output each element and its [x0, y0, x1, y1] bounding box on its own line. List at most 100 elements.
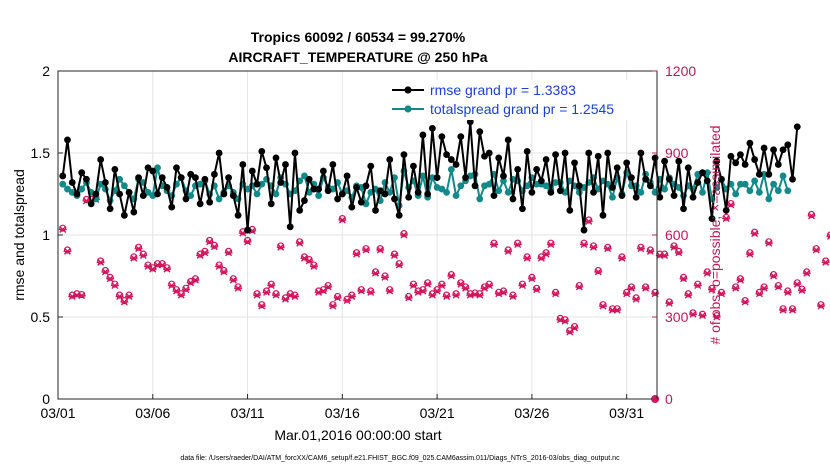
obs-assimilated-marker [390, 252, 399, 259]
totalspread-point [485, 180, 493, 188]
obs-possible-marker [139, 250, 147, 258]
obs-possible-marker [409, 280, 418, 288]
obs-assimilated-marker [622, 290, 631, 298]
obs-possible-marker [665, 298, 673, 306]
obs-possible-marker [400, 230, 408, 238]
obs-assimilated-marker [783, 288, 792, 296]
rmse-point [106, 205, 114, 213]
obs-possible-marker [130, 253, 138, 261]
obs-assimilated-marker [527, 275, 536, 283]
obs-assimilated-marker [309, 262, 318, 270]
obs-possible-marker [788, 305, 797, 313]
y-tick-label: 1.5 [31, 145, 51, 161]
obs-assimilated-marker [96, 258, 105, 266]
obs-assimilated-marker [224, 249, 233, 257]
obs-assimilated-marker [646, 247, 655, 255]
obs-possible-marker [262, 287, 271, 295]
y-right-tick-label: 300 [665, 309, 689, 325]
rmse-point [718, 175, 725, 183]
rmse-point [64, 136, 71, 144]
obs-possible-marker [333, 292, 342, 301]
obs-possible-marker [812, 245, 820, 253]
rmse-point [438, 133, 446, 141]
obs-assimilated-marker [731, 284, 740, 292]
rmse-point [789, 175, 796, 183]
obs-possible-marker [234, 283, 242, 291]
obs-assimilated-marker [627, 284, 636, 292]
legend-spread-label: totalspread grand pr = 1.2545 [430, 101, 614, 117]
obs-possible-marker [727, 199, 735, 208]
obs-assimilated-marker [409, 282, 418, 290]
y-tick-label: 1 [42, 227, 50, 243]
obs-assimilated-marker [575, 283, 584, 291]
rmse-point [173, 164, 180, 172]
obs-possible-marker [111, 280, 119, 288]
obs-assimilated-marker [167, 282, 176, 290]
totalspread-point [609, 193, 616, 201]
obs-possible-marker [594, 266, 602, 275]
obs-possible-marker [542, 249, 550, 257]
obs-possible-marker [424, 279, 432, 287]
rmse-point [566, 207, 574, 214]
obs-possible-marker [267, 280, 275, 288]
obs-assimilated-marker [357, 287, 366, 295]
rmse-point [632, 193, 640, 201]
totalspread-point [495, 187, 503, 195]
obs-possible-marker [405, 292, 413, 301]
rmse-point [87, 200, 95, 208]
obs-possible-marker [651, 288, 659, 296]
obs-assimilated-marker [499, 288, 508, 296]
obs-assimilated-marker [352, 250, 361, 258]
obs-possible-marker [599, 301, 607, 309]
obs-possible-marker [803, 268, 811, 276]
rmse-point [495, 154, 503, 162]
rmse-point [329, 161, 337, 168]
obs-possible-marker [324, 281, 332, 290]
obs-assimilated-marker [745, 250, 754, 258]
totalspread-point [428, 174, 436, 182]
rmse-point [708, 215, 716, 223]
rmse-point [514, 166, 522, 173]
rmse-point [628, 174, 635, 182]
totalspread-point [272, 190, 280, 198]
obs-assimilated-marker [523, 254, 532, 262]
totalspread-point [301, 172, 308, 180]
obs-possible-marker [646, 246, 654, 254]
totalspread-point [187, 192, 195, 200]
rmse-point [225, 174, 233, 182]
obs-possible-marker [822, 257, 830, 265]
y-axis-right-label: # of obs: o=possible; ×=assimilated [707, 125, 723, 344]
obs-possible-marker [514, 239, 522, 247]
obs-possible-marker [765, 238, 773, 246]
obs-assimilated-marker [542, 250, 551, 258]
obs-assimilated-marker [234, 284, 243, 292]
rmse-point [395, 211, 403, 219]
obs-possible-marker [585, 216, 593, 224]
rmse-point [338, 190, 346, 198]
obs-assimilated-marker [395, 261, 404, 269]
totalspread-point [258, 180, 266, 188]
obs-possible-marker [769, 271, 778, 279]
rmse-point [282, 161, 289, 168]
obs-assimilated-marker [561, 317, 570, 325]
rmse-point [158, 174, 166, 182]
totalspread-point [419, 172, 427, 180]
obs-possible-marker [101, 266, 109, 275]
obs-possible-marker [206, 236, 214, 245]
rmse-point [452, 161, 460, 168]
obs-assimilated-marker [63, 247, 72, 255]
obs-possible-marker [348, 291, 356, 299]
rmse-point [111, 166, 119, 173]
obs-assimilated-marker [338, 216, 347, 224]
rmse-point [556, 187, 564, 195]
rmse-point [248, 167, 256, 175]
totalspread-point [765, 195, 773, 203]
obs-assimilated-marker [755, 290, 764, 298]
obs-possible-marker [580, 239, 588, 247]
obs-possible-marker [229, 275, 237, 283]
obs-possible-marker [258, 301, 266, 309]
obs-possible-marker [604, 243, 612, 251]
obs-possible-marker [826, 231, 830, 239]
x-tick-label: 03/06 [135, 405, 170, 421]
rmse-point [741, 161, 749, 168]
